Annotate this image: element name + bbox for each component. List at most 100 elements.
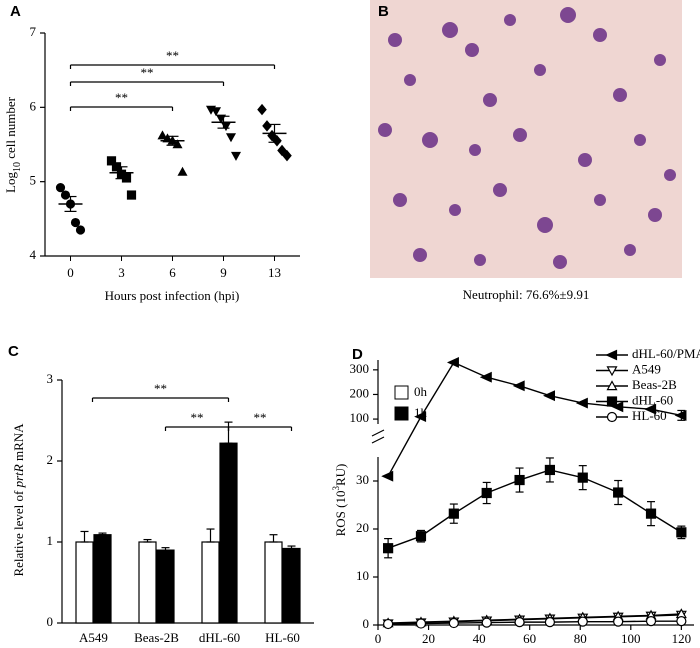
point	[577, 616, 588, 627]
panel-label: C	[8, 343, 19, 360]
bar	[75, 541, 94, 624]
series-line	[388, 620, 682, 625]
significance: **	[115, 90, 128, 105]
panel-label: A	[10, 3, 21, 20]
y-label-part: mRNA	[11, 423, 26, 464]
point	[577, 472, 588, 483]
significance: **	[191, 410, 204, 425]
x-tick-label: dHL-60	[199, 630, 240, 645]
significance: **	[166, 48, 179, 63]
point	[383, 618, 394, 630]
y-axis-label: ROS (103RU)	[331, 464, 348, 537]
image-background	[370, 0, 682, 278]
micrograph	[370, 0, 682, 278]
point	[210, 107, 222, 117]
point	[676, 527, 687, 538]
point	[544, 464, 556, 476]
legend-label: 0h	[414, 384, 428, 399]
y-label-part: Log	[3, 172, 18, 193]
x-tick-label: 6	[169, 265, 176, 280]
error-bar	[80, 530, 89, 543]
point	[448, 617, 459, 629]
y-tick-label: 0	[47, 614, 54, 629]
y-label-part: Relative level of	[11, 487, 26, 576]
x-tick-label: 40	[473, 631, 486, 646]
image-caption: Neutrophil: 76.6%±9.91	[463, 287, 590, 302]
x-tick-label: 0	[375, 631, 382, 646]
legend-marker	[606, 380, 618, 391]
y-tick-label: 3	[47, 371, 54, 386]
point	[126, 190, 137, 200]
x-tick-label: 60	[523, 631, 536, 646]
legend-marker	[606, 366, 618, 377]
error-bar	[224, 421, 233, 444]
error-bar	[206, 528, 215, 543]
x-tick-label: A549	[79, 630, 108, 645]
y-tick-label: 0	[363, 616, 370, 631]
y-tick-label: 100	[350, 410, 370, 425]
point	[60, 190, 71, 200]
bar	[219, 442, 238, 624]
point	[75, 225, 86, 235]
point	[575, 397, 588, 409]
error-bar	[166, 135, 179, 146]
y-label-sup: 3	[331, 486, 341, 491]
x-tick-label: 120	[672, 631, 692, 646]
y-tick-label: 2	[47, 452, 54, 467]
significance: **	[141, 65, 154, 80]
error-bar	[287, 545, 296, 550]
x-tick-label: Beas-2B	[134, 630, 179, 645]
y-tick-label: 20	[356, 520, 369, 535]
point	[514, 474, 525, 486]
point	[415, 618, 427, 629]
point	[277, 144, 287, 157]
point	[676, 616, 687, 627]
y-axis-label: Log10 cell number	[3, 96, 23, 193]
y-label-part: RU)	[333, 464, 348, 486]
y-label-part: cell number	[3, 96, 18, 162]
x-tick-label: 100	[621, 631, 641, 646]
point	[613, 616, 624, 627]
error-bar	[161, 547, 170, 551]
point	[448, 508, 459, 519]
point	[481, 487, 492, 499]
axis-break	[371, 429, 385, 444]
point	[613, 487, 624, 498]
x-tick-label: 0	[67, 265, 74, 280]
legend-marker	[606, 396, 618, 407]
legend-label: HL-60	[632, 408, 667, 423]
point	[177, 166, 188, 176]
legend-swatch	[394, 406, 409, 421]
panel-label: B	[378, 3, 389, 20]
error-bar	[115, 166, 128, 180]
y-tick-label: 5	[30, 173, 37, 188]
legend-swatch	[394, 385, 409, 400]
point	[257, 103, 267, 116]
bar	[156, 549, 175, 624]
point	[644, 403, 657, 415]
point	[55, 183, 66, 193]
legend-label: A549	[632, 361, 661, 376]
y-axis-label: Relative level of prtR mRNA	[11, 423, 26, 577]
point	[230, 151, 242, 161]
bar	[201, 541, 220, 624]
point	[415, 531, 427, 542]
point	[645, 616, 657, 627]
point	[414, 411, 427, 423]
series-line	[387, 469, 682, 549]
series-line	[387, 361, 682, 477]
y-tick-label: 7	[30, 24, 37, 39]
series-line	[388, 613, 682, 624]
y-tick-label: 30	[356, 472, 369, 487]
point	[121, 173, 132, 183]
x-tick-label: 3	[118, 265, 125, 280]
point	[383, 543, 394, 554]
bar	[282, 547, 301, 624]
point	[225, 133, 237, 143]
y-label-part: ROS (10	[333, 491, 348, 537]
point	[512, 380, 525, 392]
x-tick-label: HL-60	[265, 630, 300, 645]
point	[645, 508, 657, 519]
legend-marker	[606, 411, 618, 423]
